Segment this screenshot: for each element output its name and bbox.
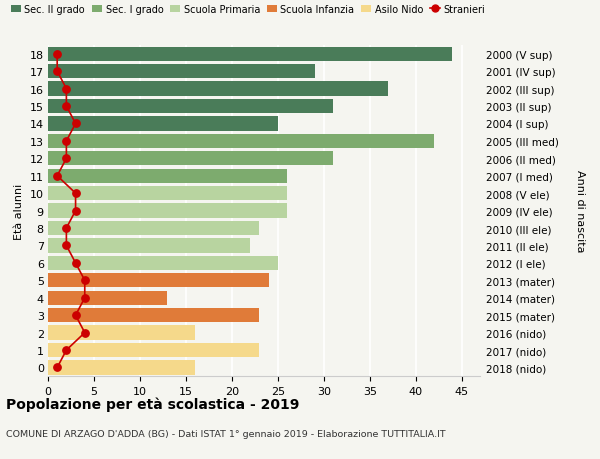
Bar	[48, 256, 278, 270]
Bar	[48, 117, 278, 131]
Bar	[48, 65, 314, 79]
Bar	[48, 100, 333, 114]
Bar	[48, 204, 287, 218]
Bar	[48, 291, 167, 305]
Point	[62, 347, 71, 354]
Point	[52, 68, 62, 76]
Bar	[48, 221, 259, 235]
Point	[80, 294, 89, 302]
Point	[62, 103, 71, 111]
Point	[80, 329, 89, 336]
Point	[52, 173, 62, 180]
Legend: Sec. II grado, Sec. I grado, Scuola Primaria, Scuola Infanzia, Asilo Nido, Stran: Sec. II grado, Sec. I grado, Scuola Prim…	[11, 5, 485, 15]
Point	[71, 260, 80, 267]
Point	[71, 190, 80, 197]
Y-axis label: Età alunni: Età alunni	[14, 183, 24, 239]
Point	[62, 225, 71, 232]
Point	[62, 155, 71, 162]
Bar	[48, 152, 333, 166]
Point	[52, 51, 62, 58]
Point	[71, 312, 80, 319]
Bar	[48, 134, 434, 149]
Text: COMUNE DI ARZAGO D'ADDA (BG) - Dati ISTAT 1° gennaio 2019 - Elaborazione TUTTITA: COMUNE DI ARZAGO D'ADDA (BG) - Dati ISTA…	[6, 429, 446, 438]
Point	[52, 364, 62, 371]
Text: Popolazione per età scolastica - 2019: Popolazione per età scolastica - 2019	[6, 397, 299, 412]
Bar	[48, 47, 452, 62]
Point	[62, 242, 71, 250]
Bar	[48, 187, 287, 201]
Y-axis label: Anni di nascita: Anni di nascita	[575, 170, 585, 252]
Bar	[48, 274, 269, 288]
Point	[62, 138, 71, 145]
Bar	[48, 343, 259, 358]
Point	[62, 86, 71, 93]
Bar	[48, 326, 195, 340]
Bar	[48, 82, 388, 96]
Point	[71, 207, 80, 215]
Point	[80, 277, 89, 285]
Bar	[48, 361, 195, 375]
Bar	[48, 308, 259, 323]
Bar	[48, 169, 287, 184]
Bar	[48, 239, 250, 253]
Point	[71, 121, 80, 128]
